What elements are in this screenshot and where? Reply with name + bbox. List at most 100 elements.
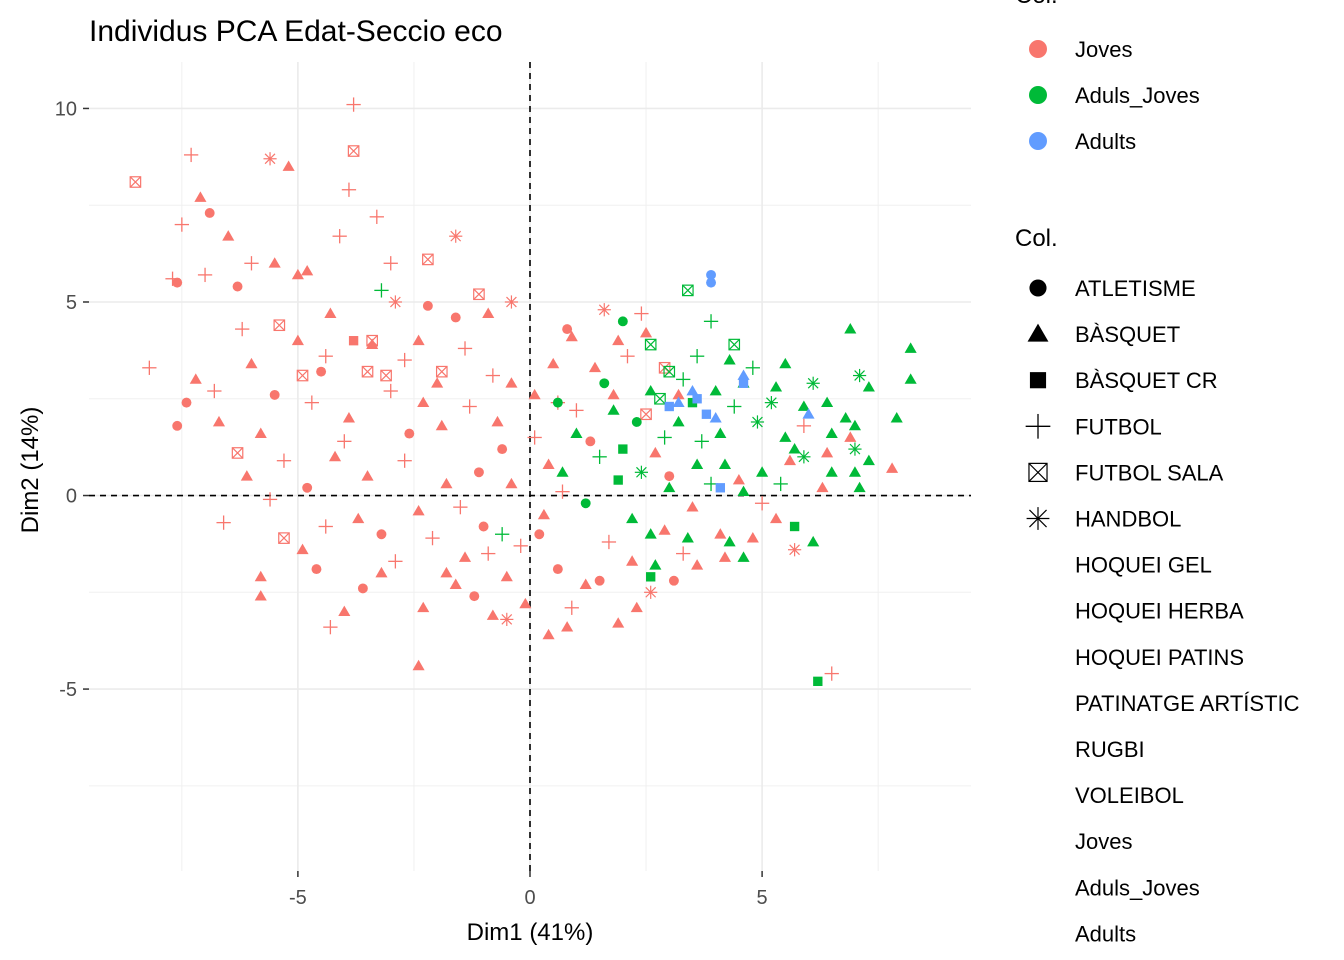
data-point [797,450,811,464]
data-point [505,477,518,489]
data-point [813,676,823,687]
data-point [773,476,788,492]
data-point [824,666,839,681]
legend-color-label: Joves [1075,37,1132,62]
data-point [644,384,657,396]
data-point [579,578,592,589]
data-point [457,341,473,356]
data-point [709,412,722,423]
data-point [383,256,398,271]
data-point [644,585,658,599]
data-point [691,458,704,469]
data-point [296,543,309,555]
data-point [562,324,573,335]
data-point [714,528,727,539]
data-point [212,415,226,427]
data-point [537,508,550,520]
data-point [686,384,699,396]
data-point [440,477,453,489]
legend-shape-key [1026,507,1050,530]
data-point [788,543,802,557]
y-tick-label: -5 [59,679,77,701]
data-point [657,430,672,445]
data-point [473,467,484,478]
data-point [422,253,434,266]
data-point [374,283,389,298]
legend-shape-label: BÀSQUET CR [1075,368,1218,393]
data-point [388,554,403,569]
legend-shape-label: ATLETISME [1075,276,1196,301]
data-point [500,612,514,626]
x-tick-label: 0 [524,887,535,909]
data-point [607,388,620,400]
data-point [601,534,617,550]
data-point [268,257,281,268]
data-point [301,264,314,276]
data-point [745,360,760,375]
data-point [417,396,430,408]
data-point [728,338,741,351]
data-point [425,530,440,546]
data-point [269,389,280,400]
data-point [848,442,862,456]
data-point [231,447,244,459]
data-point [821,396,834,408]
data-point [263,152,277,166]
data-point [649,559,662,570]
data-point [388,295,402,309]
data-point [816,481,829,493]
data-point [715,483,726,493]
data-point [613,475,623,485]
data-point [528,388,541,400]
data-point [746,532,759,543]
data-point [703,314,719,329]
data-point [494,527,510,542]
legend-color-key [1029,132,1047,150]
data-point [342,412,356,423]
data-point [701,409,712,419]
data-point [718,551,732,562]
data-point [129,176,142,188]
data-points [129,97,917,687]
data-point [691,559,704,570]
y-tick-label: 5 [66,292,77,314]
legend-shape-label: HANDBOL [1075,507,1181,532]
data-point [588,361,602,373]
data-point [422,300,433,311]
data-point [197,267,213,283]
data-point [592,449,607,464]
data-point [769,512,783,524]
data-point [142,360,157,375]
data-point [570,427,583,438]
legend-shape-key [1029,372,1047,389]
data-point [561,621,574,632]
data-point [564,600,579,615]
data-point [565,330,578,342]
data-point [361,365,374,378]
data-point [273,319,286,332]
y-tick-label: 10 [55,98,77,120]
data-point [618,444,628,454]
data-point [244,256,259,271]
legend-shape-label: HOQUEI PATINS [1075,645,1244,670]
data-point [486,609,499,620]
data-point [555,484,570,499]
data-point [676,372,691,387]
data-point [332,229,347,244]
data-point [318,519,333,534]
data-point [183,147,199,163]
data-point [302,482,313,493]
data-point [649,446,662,458]
data-point [412,334,425,346]
data-point [482,307,495,318]
data-point [556,466,569,477]
data-point [458,551,472,562]
data-point [825,427,838,438]
data-point [383,383,398,399]
data-point [397,453,412,468]
data-point [194,191,207,202]
data-point [797,400,810,411]
data-point [323,619,338,635]
data-point [469,591,480,602]
data-point [478,521,489,532]
